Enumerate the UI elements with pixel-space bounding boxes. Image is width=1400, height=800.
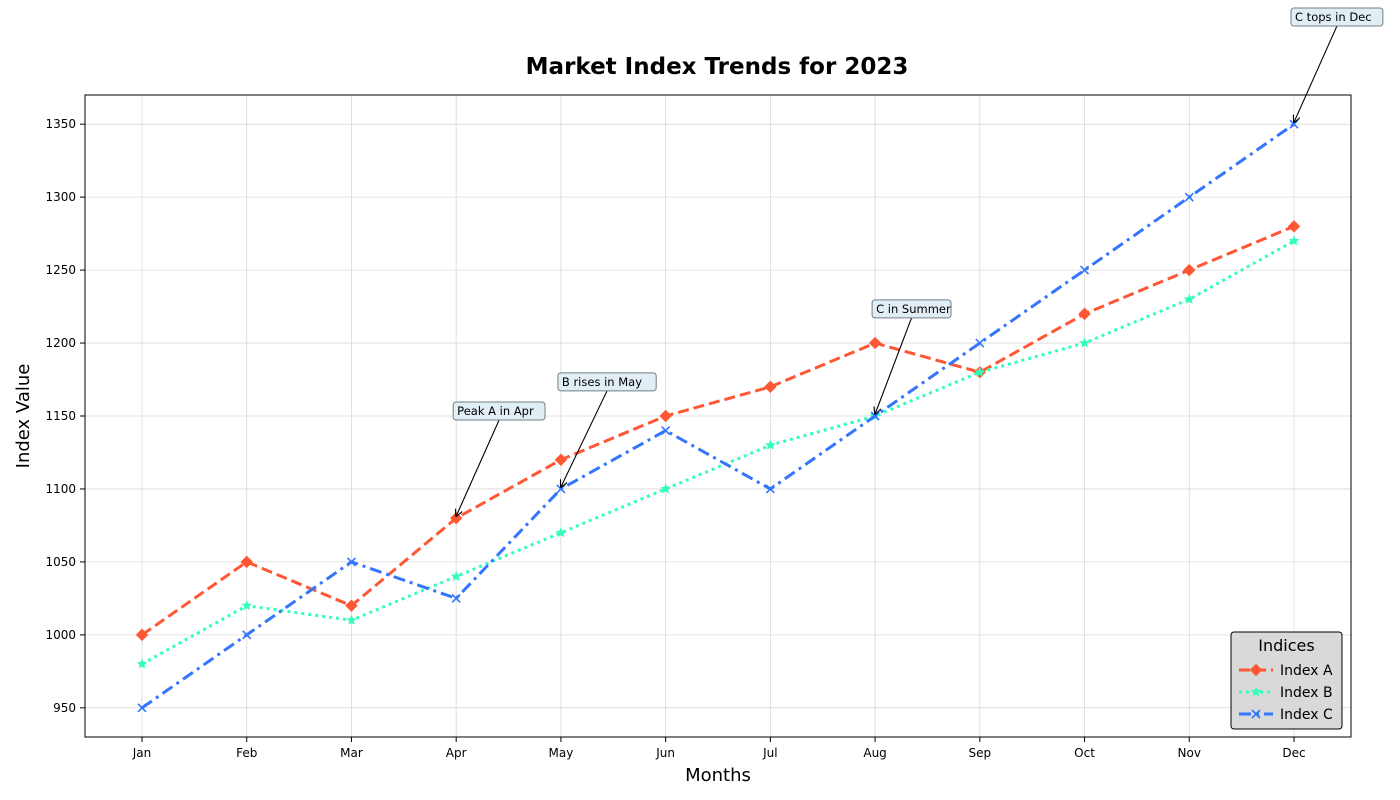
x-tick-label: Apr xyxy=(446,746,467,760)
data-point-index-a xyxy=(554,453,568,466)
legend-entry-index-c: Index C xyxy=(1239,707,1333,723)
annotation-b-rises-in-may: B rises in May xyxy=(557,372,657,487)
data-point-index-a xyxy=(659,409,672,423)
data-point-index-c xyxy=(1184,192,1194,202)
legend: Indices Index A Index B Index C xyxy=(1230,631,1343,730)
data-point-index-a xyxy=(1183,263,1196,277)
data-point-index-a xyxy=(1078,307,1091,321)
y-axis-title: Index Value xyxy=(13,364,34,469)
data-point-index-c xyxy=(242,630,252,640)
data-point-index-b xyxy=(450,570,462,582)
legend-entry-index-a: Index A xyxy=(1239,663,1333,679)
legend-swatch-marker xyxy=(1250,686,1262,697)
y-tick-label: 1000 xyxy=(45,628,76,642)
x-tick-label: Nov xyxy=(1178,746,1201,760)
x-tick-label: Mar xyxy=(340,746,363,760)
legend-swatch-marker xyxy=(1249,663,1263,677)
annotation-arrow xyxy=(561,390,608,487)
y-tick-label: 1200 xyxy=(45,336,76,350)
data-point-index-c xyxy=(451,593,461,603)
data-point-index-b xyxy=(974,366,986,377)
data-point-index-a xyxy=(1287,220,1301,233)
annotation-c-tops-in-dec: C tops in Dec xyxy=(1290,7,1384,122)
y-tick-label: 1150 xyxy=(45,409,76,423)
data-point-index-c xyxy=(661,426,671,436)
data-point-index-b xyxy=(1288,235,1300,246)
series-lines xyxy=(135,119,1301,713)
data-point-index-a xyxy=(764,380,777,394)
annotation-box xyxy=(871,299,952,319)
y-tick-label: 1300 xyxy=(45,190,76,204)
legend-label: Index C xyxy=(1280,707,1333,723)
series-index-a xyxy=(135,220,1301,642)
x-axis-title: Months xyxy=(685,765,751,786)
x-tick-label: Jul xyxy=(762,746,777,760)
data-point-index-a xyxy=(240,555,253,569)
annotation-peak-a-in-apr: Peak A in Apr xyxy=(452,401,546,516)
series-index-c xyxy=(137,119,1299,713)
legend-entry-index-b: Index B xyxy=(1239,685,1333,701)
data-point-index-c xyxy=(765,484,775,494)
y-tick-label: 1050 xyxy=(45,555,76,569)
annotation-arrow xyxy=(456,419,500,516)
data-point-index-b xyxy=(764,439,776,450)
data-point-index-b xyxy=(136,658,148,669)
data-point-index-b xyxy=(346,614,357,625)
annotation-label: C tops in Dec xyxy=(1295,10,1372,24)
series-line-index-a xyxy=(141,224,1295,637)
annotation-box xyxy=(452,401,546,421)
annotation-label: B rises in May xyxy=(562,375,642,389)
x-tick-label: Oct xyxy=(1074,746,1095,760)
annotation-arrow xyxy=(875,317,913,414)
legend-label: Index A xyxy=(1280,663,1333,679)
axes: 950 1000 1050 1100 1150 1200 1250 1300 1350 Jan Fe… xyxy=(45,117,1305,760)
legend-label: Index B xyxy=(1280,685,1333,701)
y-tick-label: 950 xyxy=(53,701,76,715)
data-point-index-a xyxy=(345,599,358,612)
data-point-index-b xyxy=(660,483,672,494)
data-point-index-a xyxy=(868,336,882,350)
data-point-index-c xyxy=(975,338,985,348)
legend-box xyxy=(1230,631,1343,730)
annotation-arrow xyxy=(1294,25,1338,122)
x-tick-label: Aug xyxy=(863,746,886,760)
annotation-label: Peak A in Apr xyxy=(457,404,534,418)
data-point-index-b xyxy=(1079,337,1090,348)
legend-title: Indices xyxy=(1258,636,1314,655)
data-point-index-b xyxy=(1183,293,1195,304)
annotation-c-in-summer: C in Summer xyxy=(871,299,952,414)
annotation-box xyxy=(557,372,657,392)
x-tick-label: Jun xyxy=(655,746,675,760)
series-line-index-b xyxy=(141,239,1295,666)
data-point-index-b xyxy=(555,527,567,538)
y-tick-label: 1250 xyxy=(45,263,76,277)
data-point-index-b xyxy=(241,599,253,611)
annotations: Peak A in Apr B rises in May C in Summer C … xyxy=(452,7,1384,516)
y-tick-label: 1100 xyxy=(45,482,76,496)
grid xyxy=(85,95,1351,737)
series-index-b xyxy=(136,235,1300,669)
annotation-label: C in Summer xyxy=(876,302,951,316)
annotation-box xyxy=(1290,7,1384,27)
chart-title: Market Index Trends for 2023 xyxy=(526,54,909,80)
x-tick-label: Feb xyxy=(236,746,257,760)
data-point-index-c xyxy=(1079,265,1090,275)
series-line-index-c xyxy=(141,122,1295,710)
data-point-index-c xyxy=(137,703,147,713)
y-tick-label: 1350 xyxy=(45,117,76,131)
x-tick-label: Jan xyxy=(132,746,152,760)
data-point-index-c xyxy=(346,557,357,567)
x-tick-label: Dec xyxy=(1282,746,1305,760)
x-tick-label: May xyxy=(549,746,574,760)
data-point-index-a xyxy=(135,628,149,642)
x-tick-label: Sep xyxy=(969,746,992,760)
legend-swatch-marker xyxy=(1251,709,1261,719)
